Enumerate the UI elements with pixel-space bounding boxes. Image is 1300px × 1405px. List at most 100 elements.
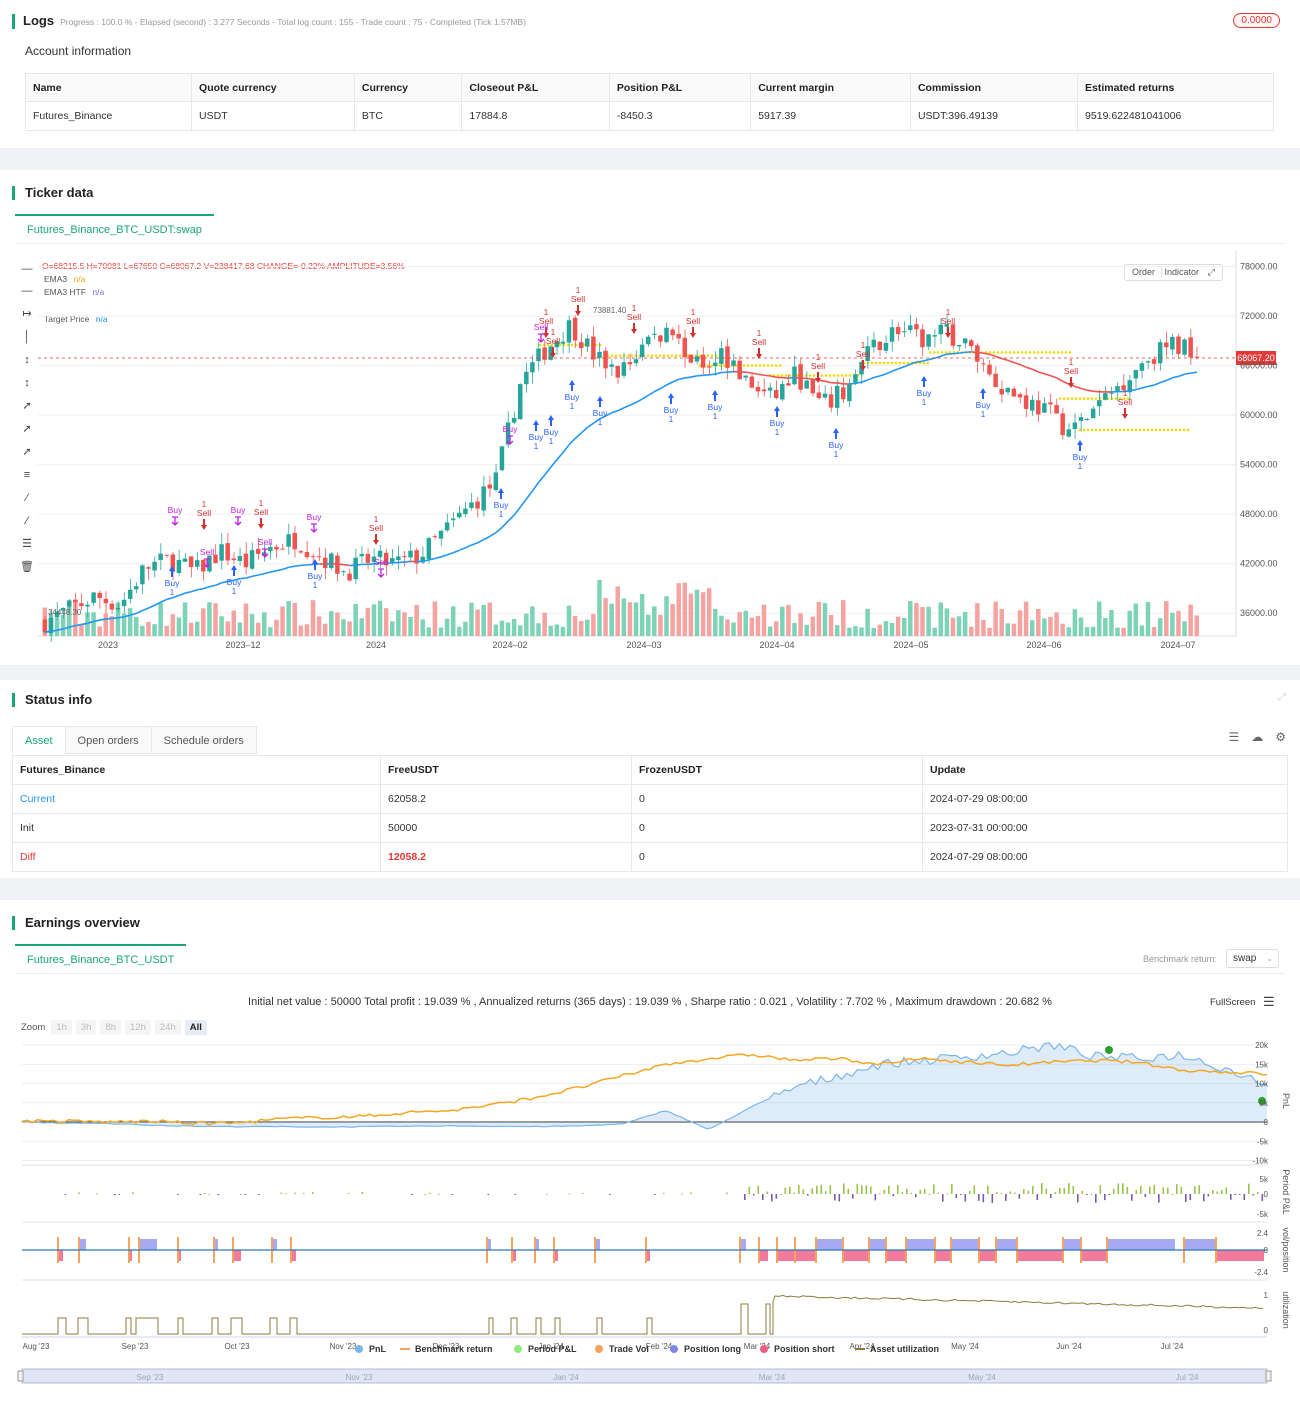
volume-bar <box>329 611 334 636</box>
earnings-chart[interactable]: 20k 15k 10k 5k 0 -5k -10k 5k 0 -5k 2.4 0 -2.4 1 0 PnL Pe… <box>0 900 1300 1405</box>
ema-segment <box>587 422 595 428</box>
time-tick-label: Feb '24 <box>646 1342 673 1351</box>
target-price-dot <box>1094 428 1098 432</box>
target-price-dot <box>902 361 906 365</box>
earnings-tab[interactable]: Futures_Binance_BTC_USDT <box>15 944 187 974</box>
tab-schedule-orders[interactable]: Schedule orders <box>151 726 257 754</box>
vertical-segment-tool-icon[interactable]: ↕ <box>24 354 30 366</box>
period-pnl-bar <box>1018 1194 1021 1199</box>
sell-label: Sell <box>571 294 585 304</box>
sell-qty: 1 <box>757 329 762 338</box>
crosshair-tool-icon[interactable]: — <box>21 263 33 275</box>
zoom-label: Zoom <box>21 1022 46 1033</box>
min-price-label: 34448.30 <box>48 608 82 617</box>
fullscreen-button[interactable]: FullScreen <box>1210 997 1256 1008</box>
col-closeout-pnl: Closeout P&L <box>461 73 610 102</box>
ema-segment <box>172 594 180 599</box>
trash-icon[interactable]: 🗑 <box>20 561 34 573</box>
volume-bar <box>201 608 206 636</box>
candle-body <box>505 422 511 445</box>
position-long-block <box>138 1239 157 1250</box>
vertical-line-tool-icon[interactable]: │ <box>23 331 31 343</box>
period-pnl-bar <box>1167 1187 1169 1194</box>
cell-commission: USDT:396.49139 <box>909 101 1079 131</box>
menu-icon[interactable]: ☰ <box>1263 994 1275 1009</box>
indicator-button[interactable]: Indicator <box>1160 267 1203 277</box>
target-price-dot <box>650 354 654 357</box>
volume-bar <box>1145 602 1151 636</box>
ema-segment <box>130 612 137 616</box>
target-price-dot <box>558 343 562 347</box>
ema-segment <box>44 630 52 634</box>
current-update: 2024-07-29 08:00:00 <box>922 784 1288 814</box>
price-channel-tool-icon[interactable]: ≡ <box>23 469 31 481</box>
candle-body <box>249 550 255 569</box>
period-pnl-bar <box>978 1194 980 1201</box>
target-price-dot <box>1004 351 1008 354</box>
close-signal-icon <box>377 568 385 578</box>
tab-asset[interactable]: Asset <box>12 726 66 754</box>
pnl-tick-label: 0 <box>1264 1118 1269 1127</box>
col-commission: Commission <box>909 73 1079 102</box>
fib-levels-tool-icon[interactable]: ☰ <box>22 538 32 550</box>
extended-line-tool-icon[interactable]: ➚ <box>22 446 32 458</box>
period-pnl-bar <box>1162 1187 1165 1194</box>
benchmark-select[interactable]: swap ⌄ <box>1226 949 1279 968</box>
horizontal-ray-tool-icon[interactable]: — <box>21 285 33 297</box>
ema-segment <box>623 404 631 409</box>
order-button[interactable]: Order <box>1132 267 1156 277</box>
zoom-24h[interactable]: 24h <box>154 1020 181 1035</box>
cloud-download-icon[interactable]: ☁ <box>1251 730 1264 744</box>
candle-body <box>109 603 115 610</box>
target-price-dot <box>550 343 554 347</box>
zoom-12h[interactable]: 12h <box>125 1020 151 1035</box>
fullscreen-icon[interactable]: ⤢ <box>1207 267 1215 277</box>
volume-bar <box>213 603 218 636</box>
period-pnl-bar <box>1041 1183 1043 1194</box>
period-pnl-bar <box>946 1193 949 1195</box>
volume-bar <box>609 603 614 636</box>
buy-qty: 1 <box>713 412 718 421</box>
cell-closeout-pnl: 17884.8 <box>461 101 610 131</box>
volume-bar <box>371 604 377 636</box>
zoom-8h[interactable]: 8h <box>100 1020 122 1035</box>
volume-bar <box>1066 627 1072 636</box>
candle-body <box>688 354 694 363</box>
sell-arrow-icon <box>1068 377 1074 388</box>
ticker-tab[interactable]: Futures_Binance_BTC_USDT:swap <box>15 214 214 244</box>
volume-bar <box>194 621 200 636</box>
volume-bar <box>603 598 608 636</box>
ema-segment <box>715 371 722 375</box>
position-series <box>22 1237 1267 1263</box>
sell-label: Sell <box>1064 366 1078 376</box>
horizontal-segment-tool-icon[interactable]: ↦ <box>22 308 32 320</box>
volume-bar <box>335 612 340 636</box>
trend-line-tool-icon[interactable]: ➚ <box>22 400 32 412</box>
list-view-icon[interactable]: ☰ <box>1228 730 1240 744</box>
zoom-1h[interactable]: 1h <box>51 1020 72 1035</box>
volume-bar <box>981 620 986 636</box>
ema-segment <box>922 358 929 362</box>
sell-label: Sell <box>941 316 955 326</box>
sell-label: Sell <box>197 508 211 518</box>
period-pnl-bar <box>784 1187 787 1194</box>
legend-dot-icon <box>514 1345 522 1353</box>
candlestick-chart[interactable]: Buy1Buy1Buy1Buy1Buy1Buy1Buy1Buy1Buy1Buy1… <box>0 170 1300 665</box>
fibonacci-tool-icon[interactable]: ∕ <box>26 515 28 527</box>
zoom-all[interactable]: All <box>184 1020 207 1035</box>
ray-line-tool-icon[interactable]: ➚ <box>22 423 32 435</box>
position-short-block <box>842 1250 868 1261</box>
vertical-ray-tool-icon[interactable]: ↕ <box>24 377 30 389</box>
diff-free: 12058.2 <box>380 842 632 872</box>
zoom-3h[interactable]: 3h <box>75 1020 97 1035</box>
parallel-lines-tool-icon[interactable]: ∕ <box>26 492 28 504</box>
target-price-dot <box>1048 351 1052 354</box>
status-expand-icon[interactable]: ⤢ <box>1278 692 1286 703</box>
tab-open-orders[interactable]: Open orders <box>65 726 152 754</box>
position-tick-label: 2.4 <box>1257 1229 1269 1238</box>
target-price-dot <box>614 354 618 357</box>
gear-icon[interactable]: ⚙ <box>1275 730 1286 744</box>
navigator[interactable]: Sep '23 Nov '23 Jan '24 Mar '24 May '24 Jul '… <box>17 1368 1272 1384</box>
ema-segment <box>916 360 923 363</box>
sell-qty: 1 <box>259 499 264 508</box>
